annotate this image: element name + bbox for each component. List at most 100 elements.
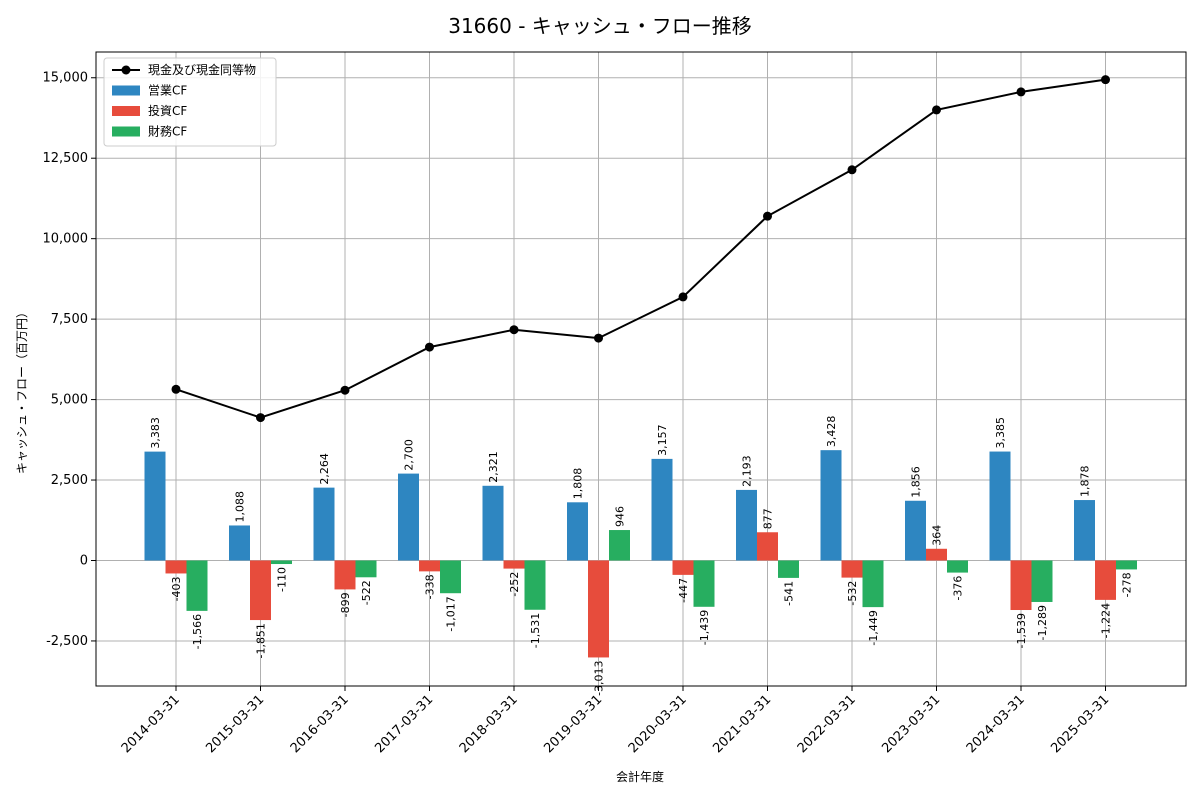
- bar: [651, 458, 673, 561]
- bar: [1074, 500, 1095, 561]
- x-tick-label: 2019-03-31: [541, 692, 605, 756]
- bar: [947, 560, 968, 573]
- cash-line-point: [509, 325, 519, 335]
- cash-line-point: [171, 384, 181, 394]
- bar-data-label: -447: [677, 578, 690, 603]
- bar-data-label: 1,878: [1079, 466, 1092, 498]
- bar: [778, 560, 799, 578]
- cash-line-point: [1101, 75, 1110, 85]
- y-axis: -2,500 0 2,500 5,000 7,500 10,000 12,500 15,000: [43, 71, 96, 649]
- bar: [672, 560, 694, 575]
- bar: [503, 560, 525, 569]
- bar-data-label: 364: [931, 525, 944, 546]
- bar: [1095, 560, 1116, 600]
- bar-data-label: 3,157: [656, 424, 669, 456]
- legend-label: 投資CF: [148, 103, 187, 118]
- bar: [609, 530, 630, 561]
- x-tick-label: 2022-03-31: [795, 692, 859, 756]
- bar: [144, 451, 166, 561]
- bar: [1031, 560, 1053, 602]
- bar-data-label: -1,017: [445, 596, 458, 631]
- legend-label: 現金及び現金同等物: [148, 62, 256, 77]
- bar-data-label: 2,321: [487, 451, 500, 483]
- bar-data-label: -278: [1121, 572, 1134, 597]
- bar: [524, 560, 546, 610]
- bar-data-label: 877: [762, 508, 775, 529]
- legend-swatch: [112, 85, 140, 96]
- bar: [926, 548, 947, 561]
- legend-label: 財務CF: [148, 124, 187, 139]
- x-axis: 2014-03-31 2015-03-31 2016-03-31 2017-03-31…: [119, 686, 1112, 756]
- cash-line-point: [425, 342, 434, 352]
- cash-line-point: [847, 165, 857, 175]
- cash-line: [171, 75, 1110, 423]
- bar: [1116, 560, 1137, 570]
- x-tick-label: 2014-03-31: [119, 692, 183, 756]
- bar: [588, 560, 609, 658]
- legend-marker: [121, 65, 131, 75]
- cash-line-point: [932, 105, 941, 115]
- bar-data-label: -403: [170, 576, 183, 601]
- bar: [440, 560, 461, 594]
- bar: [567, 502, 588, 561]
- bar-data-label: -252: [508, 572, 521, 597]
- bars: [144, 450, 1137, 658]
- bar: [989, 451, 1011, 561]
- legend-box: [103, 57, 277, 147]
- bar-data-label: -1,449: [867, 610, 880, 645]
- y-tick-label: 5,000: [51, 393, 88, 408]
- x-tick-label: 2015-03-31: [203, 692, 267, 756]
- cash-line-point: [340, 385, 350, 395]
- bar-data-label: 3,385: [994, 417, 1007, 449]
- bar-data-label: -899: [339, 592, 352, 617]
- bar-data-label: -532: [846, 581, 859, 606]
- plot-frame: [95, 51, 1187, 687]
- bar-data-label: 1,808: [572, 468, 585, 500]
- x-tick-label: 2021-03-31: [710, 692, 774, 756]
- bar: [757, 532, 778, 561]
- bar: [355, 560, 377, 578]
- y-axis-label: キャッシュ・フロー（百万円）: [15, 306, 29, 474]
- legend-label: 営業CF: [148, 84, 187, 98]
- y-tick-label: 10,000: [43, 232, 89, 247]
- y-tick-label: -2,500: [46, 634, 88, 649]
- bar-data-label: -1,531: [529, 613, 542, 648]
- bar-data-label: -1,566: [191, 614, 204, 649]
- bar: [736, 489, 757, 561]
- bar-data-label: 2,193: [741, 455, 754, 487]
- bar-labels: 3,383 1,088 2,264 2,700 2,321 1,808 3,157 2,193…: [149, 416, 1134, 696]
- bar: [229, 525, 250, 561]
- bar: [271, 560, 292, 565]
- x-tick-label: 2016-03-31: [288, 692, 352, 756]
- bar: [250, 560, 271, 621]
- bar: [334, 560, 356, 590]
- bar: [165, 560, 187, 574]
- bar-data-label: 946: [614, 506, 627, 527]
- bar-data-label: 2,264: [318, 453, 331, 485]
- bar-data-label: -1,224: [1100, 603, 1113, 638]
- bar-data-label: -1,439: [698, 610, 711, 645]
- bar-data-label: -376: [952, 576, 965, 601]
- bar: [841, 560, 863, 578]
- y-tick-label: 0: [80, 553, 88, 568]
- bar-data-label: 2,700: [403, 439, 416, 471]
- bar-data-label: 3,383: [149, 417, 162, 449]
- x-tick-label: 2025-03-31: [1048, 692, 1112, 756]
- bar: [905, 500, 926, 561]
- bar: [1010, 560, 1032, 611]
- bar-data-label: 1,856: [910, 466, 923, 498]
- y-tick-label: 2,500: [51, 473, 88, 488]
- bar-data-label: 1,088: [234, 491, 247, 523]
- legend-swatch: [112, 106, 140, 116]
- cash-line-point: [1016, 87, 1026, 97]
- legend-swatch: [112, 126, 140, 137]
- bar: [820, 450, 842, 561]
- bar-data-label: -110: [276, 567, 289, 592]
- bar-data-label: -541: [783, 581, 796, 606]
- x-axis-label: 会計年度: [616, 769, 664, 784]
- bar-data-label: -1,851: [255, 623, 268, 658]
- y-tick-label: 15,000: [43, 71, 89, 86]
- cash-line-point: [678, 292, 688, 302]
